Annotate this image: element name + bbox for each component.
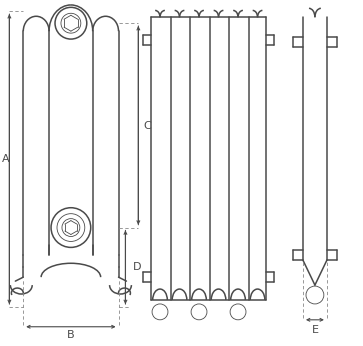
Text: B: B <box>67 330 75 340</box>
Text: C: C <box>143 121 151 131</box>
Text: D: D <box>132 262 141 272</box>
Text: E: E <box>311 325 318 335</box>
Text: A: A <box>1 154 9 164</box>
